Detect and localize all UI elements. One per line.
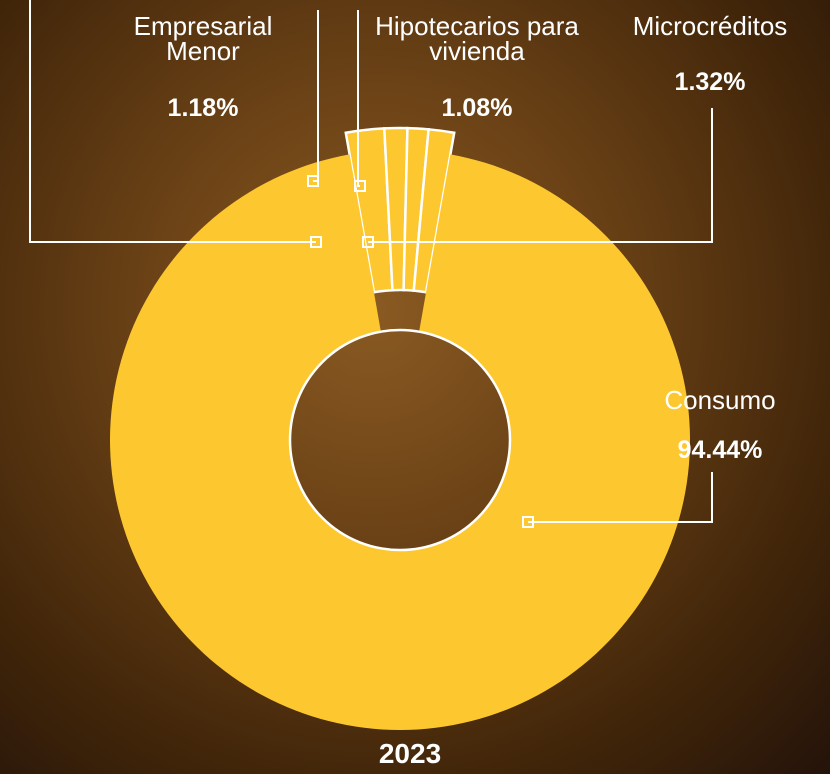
donut-hole bbox=[290, 330, 510, 550]
category-label: Hipotecarios para vivienda bbox=[367, 14, 587, 64]
value-label: 1.08% bbox=[442, 94, 513, 123]
chart-title: 2023 bbox=[379, 738, 441, 770]
category-label: Microcréditos bbox=[600, 14, 820, 39]
page: 2023 Empresarial Menor 1.18% Hipotecarios … bbox=[0, 0, 830, 774]
value-label: 1.32% bbox=[675, 68, 746, 97]
value-label: 94.44% bbox=[678, 436, 763, 465]
leader-line bbox=[313, 10, 318, 181]
value-label: 1.18% bbox=[168, 94, 239, 123]
donut bbox=[110, 128, 690, 730]
category-label: Empresarial Menor bbox=[108, 14, 298, 64]
category-label: Consumo bbox=[630, 388, 810, 413]
